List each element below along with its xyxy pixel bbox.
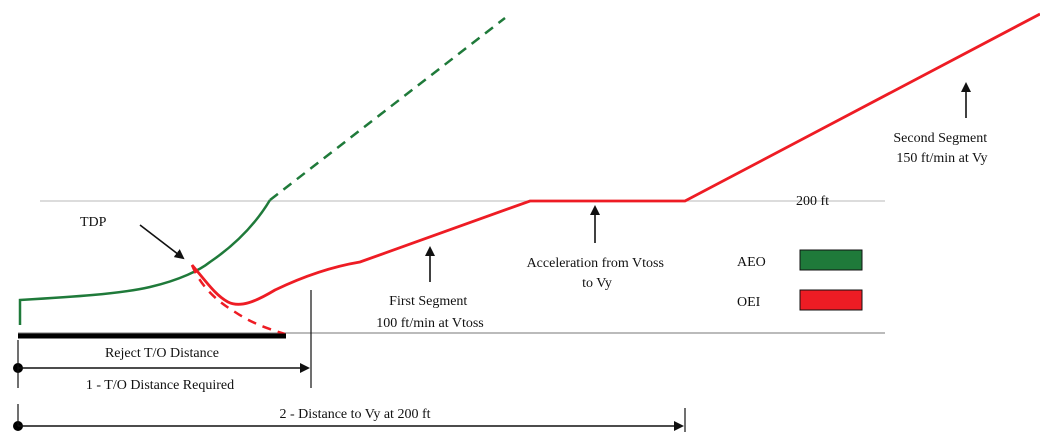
first-segment-title: First Segment bbox=[389, 294, 467, 309]
aeo-extended-path bbox=[269, 17, 506, 201]
second-segment-title: Second Segment bbox=[893, 131, 987, 146]
legend-oei-swatch bbox=[799, 289, 863, 311]
legend-aeo-swatch bbox=[799, 249, 863, 271]
acceleration-label: Acceleration from Vtoss to Vy bbox=[527, 256, 668, 291]
td-required-label: 1 - T/O Distance Required bbox=[86, 378, 234, 393]
acceleration-title: Acceleration from Vtoss bbox=[527, 256, 664, 271]
tdp-arrow bbox=[139, 224, 185, 260]
tdp-label: TDP bbox=[80, 215, 107, 230]
second-segment-rate: 150 ft/min at Vy bbox=[896, 151, 987, 166]
distance-to-vy-label: 2 - Distance to Vy at 200 ft bbox=[280, 407, 431, 422]
second-segment-label: Second Segment 150 ft/min at Vy bbox=[893, 131, 990, 166]
reject-distance-label: Reject T/O Distance bbox=[105, 346, 219, 361]
oei-rejected-path bbox=[190, 264, 286, 336]
acceleration-subtitle: to Vy bbox=[582, 276, 612, 291]
legend-aeo-label: AEO bbox=[737, 255, 766, 270]
aeo-flight-path bbox=[18, 199, 272, 325]
legend: AEO OEI bbox=[737, 249, 863, 311]
first-segment-rate: 100 ft/min at Vtoss bbox=[376, 316, 483, 331]
oei-continued-path bbox=[190, 12, 1040, 306]
first-segment-label: First Segment 100 ft/min at Vtoss bbox=[376, 294, 483, 331]
200ft-label: 200 ft bbox=[796, 194, 829, 209]
legend-oei-label: OEI bbox=[737, 295, 761, 310]
